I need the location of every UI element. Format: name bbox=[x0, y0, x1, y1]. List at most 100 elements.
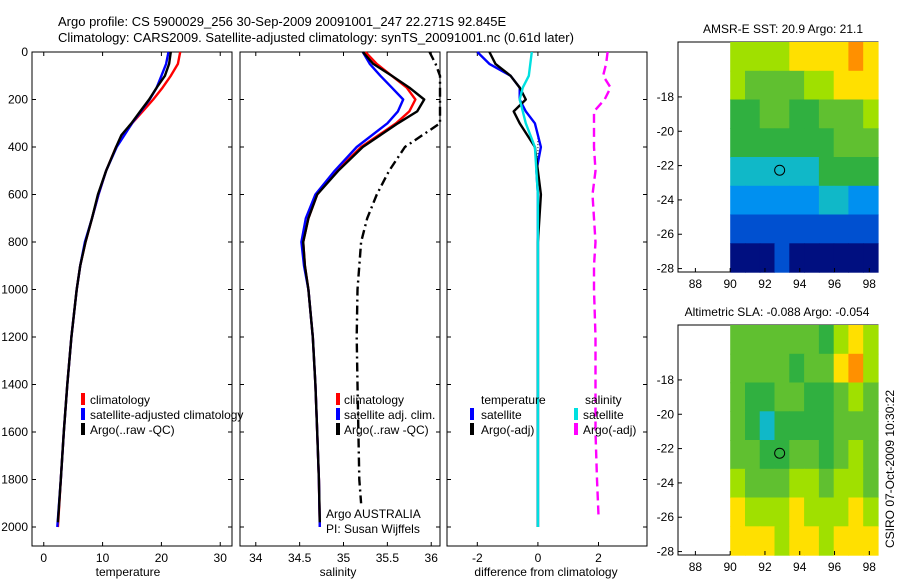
heatmap-cell bbox=[789, 99, 805, 129]
heatmap-cell bbox=[833, 243, 850, 273]
heatmap-cell bbox=[759, 157, 776, 187]
heatmap-cell bbox=[759, 128, 776, 158]
legend-swatch-satellite bbox=[336, 408, 340, 420]
heatmap-cell bbox=[730, 99, 746, 129]
argo-location-marker bbox=[774, 164, 786, 176]
heatmap-cell bbox=[774, 382, 790, 412]
series-line-salinity-argo-adj- bbox=[591, 51, 612, 516]
heatmap-cell bbox=[730, 185, 746, 216]
heatmap-cell bbox=[730, 353, 746, 384]
heatmap-cell bbox=[848, 411, 864, 441]
legend-swatch-climatology bbox=[81, 393, 85, 405]
x-tick-label: 88 bbox=[689, 560, 703, 574]
heatmap-cell bbox=[730, 325, 746, 355]
heatmap-cell bbox=[774, 185, 790, 216]
y-tick-label: -22 bbox=[657, 442, 675, 456]
heatmap-cell bbox=[818, 353, 835, 384]
heatmap-cell bbox=[804, 325, 820, 355]
heatmap-cell bbox=[818, 382, 835, 412]
heatmap-cell bbox=[789, 157, 805, 187]
heatmap-cell bbox=[804, 526, 820, 556]
heatmap-cell bbox=[804, 243, 820, 273]
heatmap-cell bbox=[833, 157, 850, 187]
y-tick-label: -26 bbox=[657, 227, 675, 241]
heatmap-cell bbox=[789, 243, 805, 273]
heatmap-cell bbox=[863, 353, 879, 384]
heatmap-cell bbox=[745, 382, 761, 412]
heatmap-cell bbox=[789, 185, 805, 216]
series-line-temperature-argo-adj- bbox=[488, 51, 543, 527]
legend-header-temperature: temperature bbox=[481, 393, 546, 407]
heatmap-cell bbox=[759, 70, 776, 101]
x-tick-label: 20 bbox=[155, 551, 169, 565]
heatmap-cell bbox=[833, 70, 850, 101]
heatmap-cell bbox=[804, 99, 820, 129]
heatmap-cell bbox=[804, 185, 820, 216]
sla-map-title: Altimetric SLA: -0.088 Argo: -0.054 bbox=[685, 305, 870, 319]
x-tick-label: 30 bbox=[214, 551, 228, 565]
heatmap-cell bbox=[818, 440, 835, 470]
y-tick-label: -28 bbox=[657, 545, 675, 559]
heatmap-cell bbox=[774, 214, 790, 244]
heatmap-cell bbox=[863, 157, 879, 187]
heatmap-cell bbox=[804, 411, 820, 441]
heatmap-cell bbox=[848, 243, 864, 273]
series-line-argo-raw bbox=[355, 51, 442, 504]
heatmap-cell bbox=[818, 42, 835, 72]
x-tick-label: 2 bbox=[595, 551, 602, 565]
y-tick-label: 600 bbox=[8, 188, 28, 202]
heatmap-cell bbox=[848, 468, 864, 499]
heatmap-cell bbox=[848, 325, 864, 355]
heatmap-cell bbox=[745, 526, 761, 556]
legend-label-temperature-satellite: satellite bbox=[481, 408, 522, 422]
heatmap-cell bbox=[789, 214, 805, 244]
heatmap-cell bbox=[789, 128, 805, 158]
heatmap-cell bbox=[774, 497, 790, 527]
heatmap-cell bbox=[863, 497, 879, 527]
y-tick-label: 2000 bbox=[1, 520, 28, 534]
heatmap-cell bbox=[863, 243, 879, 273]
legend-swatch-temperature-argo bbox=[470, 423, 474, 435]
legend-label-argo: Argo(..raw -QC) bbox=[90, 423, 175, 437]
heatmap-cell bbox=[863, 440, 879, 470]
heatmap-cell bbox=[774, 99, 790, 129]
heatmap-cell bbox=[745, 42, 761, 72]
salinity-axes bbox=[239, 51, 441, 547]
heatmap-cell bbox=[818, 526, 835, 556]
heatmap-cell bbox=[745, 157, 761, 187]
heatmap-cell bbox=[789, 468, 805, 499]
heatmap-cell bbox=[863, 468, 879, 499]
heatmap-cell bbox=[818, 325, 835, 355]
annotation-line-1: Argo AUSTRALIA bbox=[326, 507, 421, 521]
heatmap-cell bbox=[774, 353, 790, 384]
heatmap-cell bbox=[745, 468, 761, 499]
legend-label-salinity-argo: Argo(-adj) bbox=[583, 423, 636, 437]
heatmap-cell bbox=[848, 382, 864, 412]
heatmap-cell bbox=[789, 411, 805, 441]
legend-label-climatology: climatology bbox=[90, 393, 150, 407]
heatmap-cell bbox=[833, 99, 850, 129]
legend-swatch-salinity-argo bbox=[574, 423, 578, 435]
heatmap-cell bbox=[730, 42, 746, 72]
y-tick-label: -18 bbox=[657, 90, 675, 104]
x-tick-label: -2 bbox=[472, 551, 483, 565]
heatmap-cell bbox=[745, 70, 761, 101]
y-tick-label: -28 bbox=[657, 262, 675, 276]
heatmap-cell bbox=[774, 526, 790, 556]
title-line-1: Argo profile: CS 5900029_256 30-Sep-2009… bbox=[58, 14, 506, 29]
heatmap-cell bbox=[833, 440, 850, 470]
y-tick-label: 800 bbox=[8, 235, 28, 249]
heatmap-cell bbox=[759, 325, 776, 355]
legend-label-salinity-satellite: satellite bbox=[583, 408, 624, 422]
heatmap-cell bbox=[789, 382, 805, 412]
heatmap-cell bbox=[804, 382, 820, 412]
heatmap-cell bbox=[759, 411, 776, 441]
heatmap-cell bbox=[848, 214, 864, 244]
series-line-temperature-satellite bbox=[476, 51, 543, 527]
x-tick-label: 0 bbox=[40, 551, 47, 565]
legend-swatch-satellite bbox=[81, 408, 85, 420]
heatmap-cell bbox=[745, 128, 761, 158]
timestamp-stamp: CSIRO 07-Oct-2009 10:30:22 bbox=[883, 390, 897, 548]
x-tick-label: 96 bbox=[828, 560, 842, 574]
heatmap-cell bbox=[774, 70, 790, 101]
